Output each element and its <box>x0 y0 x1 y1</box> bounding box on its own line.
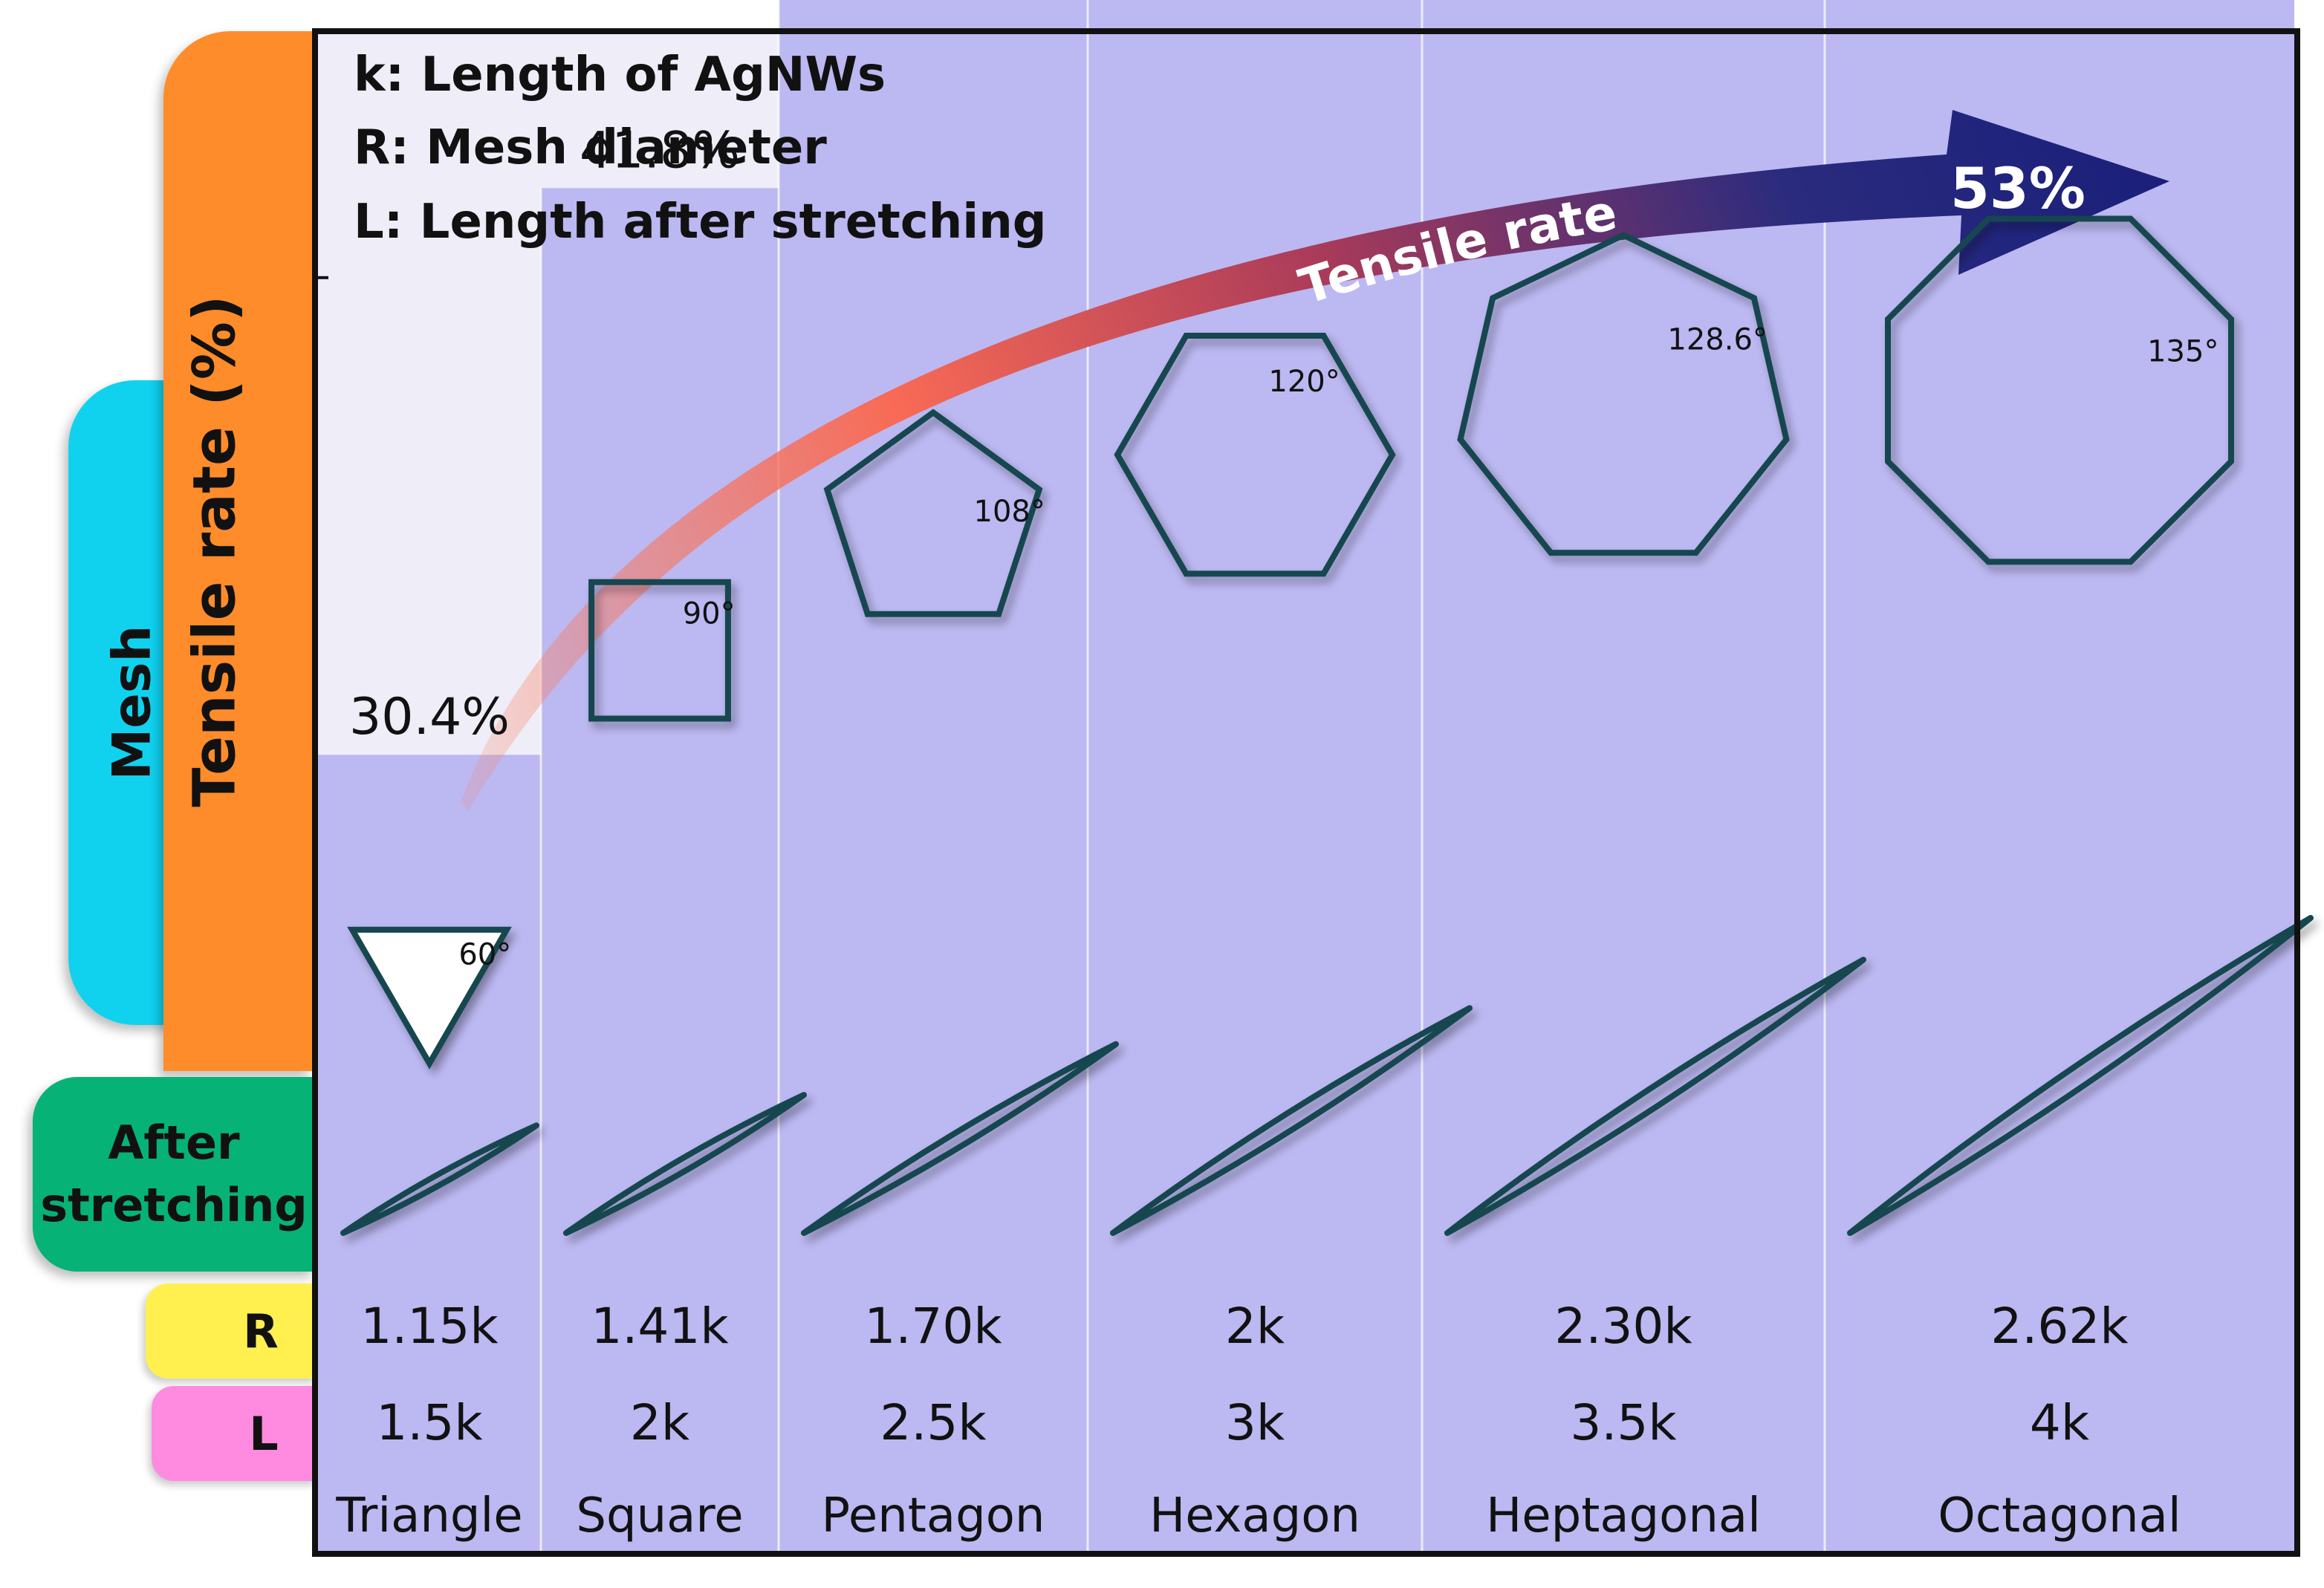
l-label: L <box>249 1406 279 1461</box>
legend-k: k: Length of AgNWs <box>354 48 886 102</box>
category-label: Pentagon <box>822 1488 1045 1543</box>
category-label: Heptagonal <box>1486 1488 1761 1543</box>
stretched-mesh <box>563 1092 807 1236</box>
r-value: 1.15k <box>360 1298 499 1355</box>
mesh-polygon-pentagon <box>823 409 1043 617</box>
r-value: 2k <box>1225 1298 1285 1355</box>
after-label-line2: stretching <box>40 1178 308 1232</box>
after-stretching-row-label: After stretching <box>33 1077 315 1272</box>
value-label: 41.8% <box>580 121 740 180</box>
l-value: 3k <box>1225 1394 1285 1451</box>
category-label: Square <box>576 1488 743 1543</box>
angle-label: 108° <box>974 495 1045 529</box>
mesh-polygon-triangle <box>347 926 512 1070</box>
stretched-mesh <box>340 1122 539 1236</box>
legend-r: R: Mesh diameter <box>354 120 827 175</box>
category-label: Hexagon <box>1149 1488 1360 1543</box>
arrow-value-label: 53% <box>1950 155 2086 221</box>
bars <box>318 0 2294 1552</box>
stretched-mesh <box>801 1041 1119 1236</box>
bar-square <box>541 188 779 1551</box>
angle-label: 90° <box>683 596 736 631</box>
l-value: 1.5k <box>376 1394 483 1451</box>
angle-label: 128.6° <box>1667 323 1768 357</box>
category-label: Octagonal <box>1938 1488 2181 1543</box>
mesh-shapes: 60° 90° 108° 120° 128.6° 135° <box>340 215 2314 1236</box>
r-label: R <box>243 1304 279 1358</box>
mesh-polygon-square <box>588 579 731 722</box>
l-value: 2.5k <box>880 1394 987 1451</box>
r-row-label: R <box>146 1283 317 1379</box>
angle-label: 60° <box>458 938 511 972</box>
value-labels: 30.4% 1.15k 1.5k Triangle 41.8% 1.41k 2k Square… <box>335 121 2181 1543</box>
bar-heptagonal <box>1422 0 1825 1552</box>
angle-label: 120° <box>1268 365 1340 399</box>
bar-octagonal <box>1825 0 2294 1551</box>
r-value: 1.41k <box>591 1298 729 1355</box>
plot-frame <box>312 28 2300 1557</box>
l-value: 3.5k <box>1570 1394 1677 1451</box>
stretched-mesh <box>1444 957 1866 1236</box>
category-label: Triangle <box>335 1488 522 1543</box>
tensile-row-label: Tensile rate (%) <box>163 31 312 1071</box>
legend-l: L: Length after stretching <box>354 195 1047 250</box>
bar-triangle <box>318 755 541 1552</box>
mesh-polygon-heptagonal <box>1457 232 1790 556</box>
stretched-mesh <box>1847 914 2314 1236</box>
bar-pentagon <box>779 0 1088 1552</box>
r-value: 2.62k <box>1990 1298 2129 1355</box>
angle-label: 135° <box>2147 335 2218 369</box>
l-value: 4k <box>2030 1394 2090 1451</box>
r-value: 2.30k <box>1554 1298 1692 1355</box>
value-label: 30.4% <box>349 688 510 746</box>
after-label-line1: After <box>108 1116 240 1170</box>
stretched-mesh <box>1110 1005 1473 1236</box>
r-value: 1.70k <box>864 1298 1002 1355</box>
after-stretching-label: After stretching <box>40 1112 307 1237</box>
l-row-label: L <box>152 1386 317 1481</box>
mesh-polygon-octagonal <box>1885 215 2234 565</box>
tensile-rate-arrow-body <box>461 110 2169 811</box>
l-value: 2k <box>630 1394 690 1451</box>
mesh-polygon-hexagon <box>1114 333 1396 577</box>
